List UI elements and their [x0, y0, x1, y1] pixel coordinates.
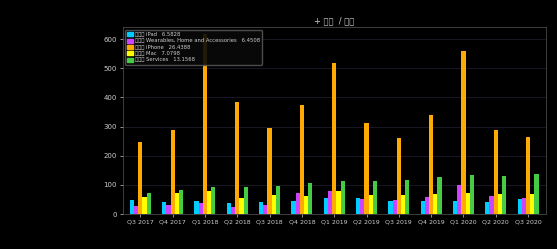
Bar	[364, 123, 369, 214]
Bar	[534, 174, 539, 214]
Bar	[517, 199, 522, 214]
Bar	[332, 63, 336, 214]
Title: + 追蹤  / 注釋: + 追蹤 / 注釋	[314, 16, 354, 25]
Bar	[340, 181, 345, 214]
Bar	[453, 201, 457, 214]
Bar	[429, 115, 433, 214]
Bar	[356, 198, 360, 214]
Bar	[388, 201, 393, 214]
Bar	[130, 200, 134, 214]
Bar	[272, 195, 276, 214]
Bar	[179, 190, 183, 214]
Bar	[433, 194, 437, 214]
Bar	[259, 202, 263, 214]
Bar	[227, 203, 231, 214]
Bar	[211, 187, 216, 214]
Bar	[267, 128, 272, 214]
Bar	[530, 194, 534, 214]
Bar	[300, 105, 304, 214]
Bar	[175, 193, 179, 214]
Bar	[494, 130, 498, 214]
Bar	[134, 206, 138, 214]
Bar	[194, 201, 199, 214]
Bar	[231, 207, 235, 214]
Bar	[373, 181, 377, 214]
Bar	[502, 176, 506, 214]
Bar	[466, 193, 470, 214]
Bar	[263, 205, 267, 214]
Bar	[243, 187, 248, 214]
Bar	[146, 193, 151, 214]
Bar	[235, 102, 240, 214]
Bar	[393, 200, 397, 214]
Bar	[470, 175, 474, 214]
Bar	[324, 198, 328, 214]
Bar	[425, 197, 429, 214]
Bar	[207, 191, 211, 214]
Bar	[143, 197, 146, 214]
Bar	[167, 205, 170, 214]
Bar	[138, 142, 143, 214]
Bar	[490, 196, 494, 214]
Bar	[401, 195, 405, 214]
Bar	[276, 186, 280, 214]
Bar	[397, 138, 401, 214]
Bar	[405, 180, 409, 214]
Bar	[328, 191, 332, 214]
Bar	[308, 183, 312, 214]
Bar	[170, 129, 175, 214]
Bar	[421, 201, 425, 214]
Bar	[526, 137, 530, 214]
Bar	[336, 191, 340, 214]
Bar	[291, 201, 296, 214]
Bar	[296, 192, 300, 214]
Bar	[360, 199, 364, 214]
Bar	[304, 196, 308, 214]
Bar	[485, 202, 490, 214]
Bar	[199, 203, 203, 214]
Bar	[203, 34, 207, 214]
Bar	[457, 185, 461, 214]
Bar	[461, 51, 466, 214]
Legend: 管收： iPad   6.5828, 管收： Wearables, Home and Accessories   6.4508, 管收： iPhone   26: 管收： iPad 6.5828, 管收： Wearables, Home and…	[125, 30, 262, 64]
Bar	[437, 177, 442, 214]
Bar	[522, 198, 526, 214]
Bar	[240, 198, 243, 214]
Bar	[369, 195, 373, 214]
Bar	[162, 202, 167, 214]
Bar	[498, 194, 502, 214]
